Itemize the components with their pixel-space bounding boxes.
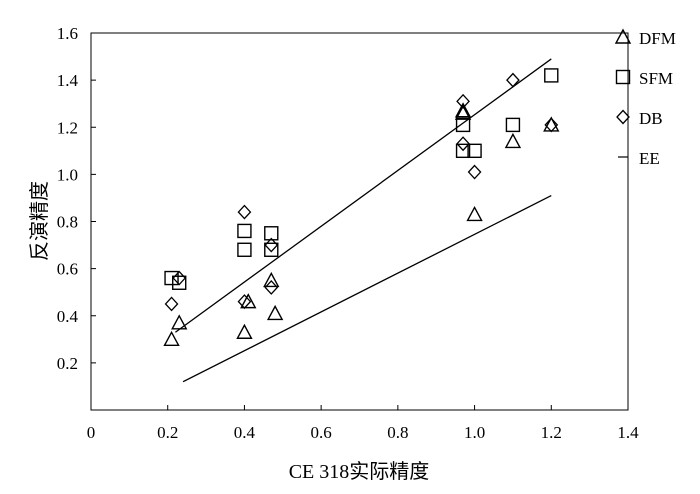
x-tick-label: 0 bbox=[87, 423, 96, 442]
db-point bbox=[237, 204, 252, 220]
y-axis-title: 反演精度 bbox=[28, 181, 51, 261]
legend-label-ee: EE bbox=[639, 149, 660, 168]
dfm-point bbox=[163, 330, 180, 347]
sfm-point bbox=[172, 275, 187, 290]
x-tick-label: 1.4 bbox=[617, 423, 639, 442]
sfm-point bbox=[544, 68, 559, 83]
dfm-legend-marker bbox=[614, 28, 632, 44]
legend-label-dfm: DFM bbox=[639, 29, 676, 48]
db-point bbox=[456, 93, 470, 109]
y-tick-label: 1.2 bbox=[57, 118, 78, 137]
x-tick-label: 1.0 bbox=[464, 423, 485, 442]
x-axis-title: CE 318实际精度 bbox=[289, 460, 430, 483]
dfm-point bbox=[266, 304, 284, 321]
x-tick-label: 1.2 bbox=[541, 423, 562, 442]
dfm-point bbox=[263, 271, 280, 288]
sfm-point bbox=[237, 223, 252, 239]
db-point bbox=[544, 117, 559, 133]
sfm-point bbox=[164, 270, 179, 286]
sfm-point bbox=[264, 226, 279, 241]
dfm-point bbox=[171, 314, 188, 330]
x-tick-label: 0.8 bbox=[387, 423, 408, 442]
axis-ticks: 0 0.2 0.4 0.6 0.8 1.0 1.2 1.4 0.2 0.4 0.6 0.8 1.0 1.2… bbox=[57, 24, 639, 442]
y-tick-label: 0.4 bbox=[57, 307, 79, 326]
ee-line bbox=[182, 195, 552, 383]
db-point bbox=[467, 164, 482, 180]
legend-label-db: DB bbox=[639, 109, 663, 128]
y-tick-label: 1.4 bbox=[57, 71, 79, 90]
y-tick-label: 0.6 bbox=[57, 260, 78, 279]
dfm-point bbox=[454, 104, 472, 120]
y-tick-label: 1.6 bbox=[57, 24, 78, 43]
dfm-point bbox=[504, 132, 522, 149]
ee-lines bbox=[175, 58, 552, 383]
y-tick-label: 0.8 bbox=[57, 213, 78, 232]
data-points bbox=[163, 68, 560, 347]
sfm-point bbox=[455, 117, 471, 133]
dfm-point bbox=[236, 323, 253, 339]
sfm-point bbox=[237, 242, 252, 257]
ee-line bbox=[175, 58, 552, 333]
legend-label-sfm: SFM bbox=[639, 69, 673, 88]
y-tick-label: 1.0 bbox=[57, 165, 78, 184]
db-point bbox=[164, 296, 179, 312]
db-point bbox=[237, 294, 252, 310]
x-tick-label: 0.2 bbox=[157, 423, 178, 442]
db-point bbox=[456, 136, 470, 152]
x-tick-label: 0.6 bbox=[311, 423, 332, 442]
db-point bbox=[264, 280, 279, 295]
sfm-point bbox=[467, 143, 482, 159]
sfm-point bbox=[264, 242, 279, 257]
legend: DFM SFM DB EE bbox=[614, 28, 676, 168]
plot-border bbox=[90, 32, 629, 411]
plot-area bbox=[90, 32, 629, 411]
sfm-point bbox=[505, 117, 521, 133]
db-legend-marker bbox=[616, 109, 630, 125]
x-tick-label: 0.4 bbox=[234, 423, 256, 442]
sfm-legend-marker bbox=[615, 69, 631, 85]
y-tick-label: 0.2 bbox=[57, 354, 78, 373]
dfm-point bbox=[454, 102, 472, 118]
db-point bbox=[264, 237, 279, 253]
dfm-point bbox=[240, 293, 257, 309]
db-point bbox=[172, 270, 187, 286]
sfm-point bbox=[455, 143, 471, 159]
dfm-point bbox=[466, 205, 483, 222]
db-point bbox=[506, 72, 520, 88]
